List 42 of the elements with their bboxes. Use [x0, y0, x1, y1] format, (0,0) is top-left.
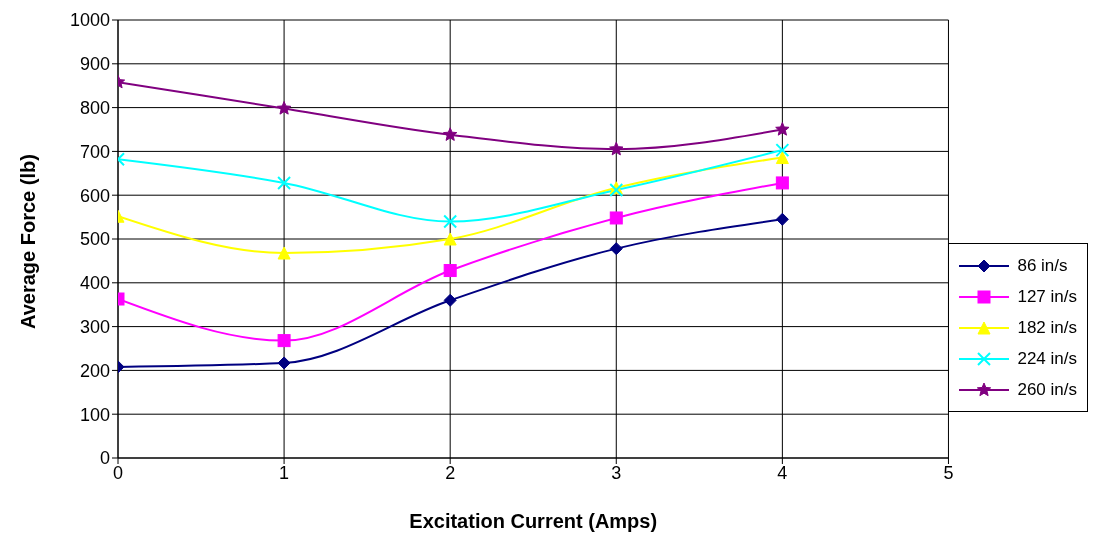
- point: [443, 293, 457, 307]
- legend-label: 127 in/s: [1017, 286, 1077, 307]
- point: [609, 211, 623, 225]
- y-tick-label: 200: [79, 360, 110, 381]
- point: [775, 151, 789, 165]
- x-tick-label: 5: [943, 462, 954, 483]
- point: [775, 122, 790, 136]
- x-axis-title: Excitation Current (Amps): [409, 510, 658, 532]
- y-tick-label: 400: [79, 273, 110, 294]
- legend-label: 182 in/s: [1017, 317, 1077, 338]
- point: [276, 100, 292, 115]
- point: [609, 242, 623, 256]
- point: [775, 176, 789, 190]
- point: [277, 334, 291, 348]
- point: [775, 212, 789, 226]
- y-tick-label: 300: [79, 316, 110, 337]
- point: [277, 246, 291, 260]
- x-tick-label: 1: [279, 462, 290, 483]
- point: [277, 175, 292, 190]
- point: [443, 127, 458, 141]
- legend-label: 224 in/s: [1017, 348, 1077, 369]
- y-tick-label: 0: [99, 448, 110, 469]
- point: [443, 214, 458, 229]
- y-tick-label: 800: [79, 97, 110, 118]
- point: [775, 143, 790, 158]
- x-tick-label: 0: [112, 462, 124, 483]
- y-tick-label: 1000: [69, 10, 110, 31]
- point: [277, 356, 291, 370]
- y-axis-title: Average Force (lb): [17, 154, 40, 329]
- x-tick-label: 4: [777, 462, 788, 483]
- y-tick-label: 600: [79, 185, 110, 206]
- point: [443, 232, 457, 246]
- point: [609, 141, 624, 156]
- legend-label: 86 in/s: [1017, 255, 1068, 276]
- point: [443, 264, 457, 278]
- y-tick-label: 700: [79, 141, 110, 162]
- y-tick-label: 900: [79, 54, 110, 75]
- y-tick-label: 100: [79, 404, 110, 425]
- y-tick-label: 500: [79, 229, 110, 250]
- x-tick-label: 3: [611, 462, 622, 483]
- legend-label: 260 in/s: [1017, 379, 1077, 400]
- x-tick-label: 2: [445, 462, 456, 483]
